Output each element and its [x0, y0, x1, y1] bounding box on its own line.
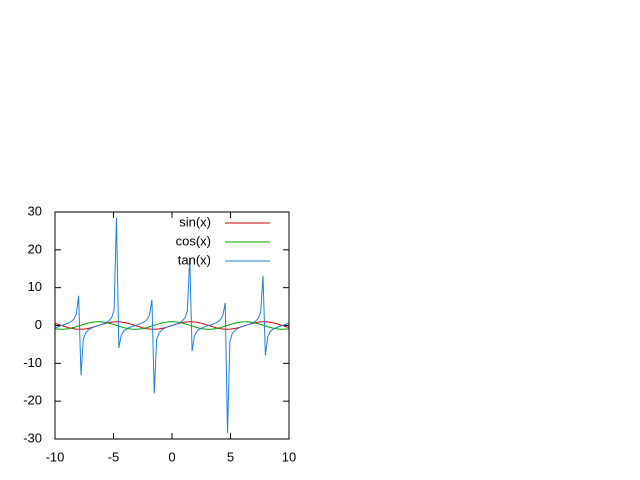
series-line	[55, 321, 289, 330]
legend-label: cos(x)	[176, 233, 211, 248]
y-tick-label: -10	[23, 355, 42, 370]
y-tick-label: -20	[23, 393, 42, 408]
x-tick-label: -10	[46, 449, 65, 464]
y-tick-label: -30	[23, 430, 42, 445]
legend-label: sin(x)	[179, 214, 211, 229]
x-tick-label: -5	[108, 449, 120, 464]
y-tick-label: 30	[28, 203, 42, 218]
y-tick-label: 20	[28, 241, 42, 256]
x-tick-label: 0	[168, 449, 175, 464]
y-tick-label: 10	[28, 279, 42, 294]
x-tick-label: 10	[282, 449, 296, 464]
x-tick-label: 5	[227, 449, 234, 464]
legend-label: tan(x)	[178, 252, 211, 267]
series-line	[55, 217, 289, 434]
plot-border	[54, 211, 290, 440]
y-tick-label: 0	[35, 317, 42, 332]
